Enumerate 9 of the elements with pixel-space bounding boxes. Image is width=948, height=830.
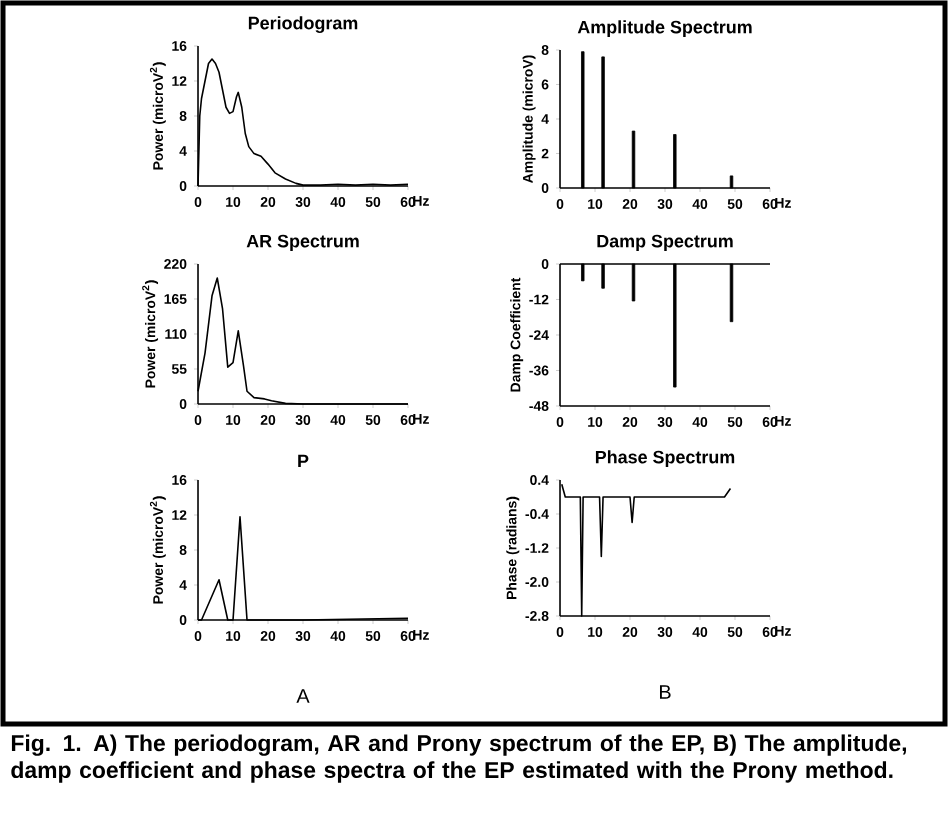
- chart-title: AR Spectrum: [246, 234, 359, 251]
- text: A: [296, 689, 310, 703]
- chart-title: Damp Spectrum: [597, 234, 733, 251]
- chart-title: P: [298, 454, 309, 468]
- chart-title: Periodogram: [248, 16, 358, 34]
- chart-title: Phase Spectrum: [595, 450, 735, 467]
- caption: Fig. 1. A) The periodogram, AR and Prony spectrum of the EP, B) The amplitude, damp coefficient and phase spectra of the EP estimated with the Prony method.: [11, 734, 907, 783]
- chart-title: Amplitude Spectrum: [577, 20, 752, 37]
- text: B: [659, 685, 671, 699]
